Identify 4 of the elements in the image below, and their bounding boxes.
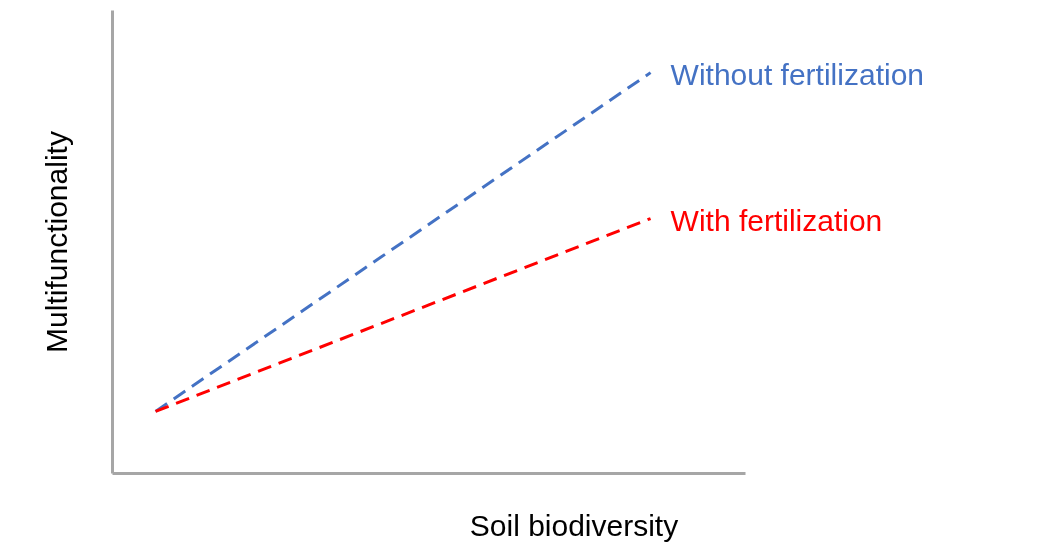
x-axis-title: Soil biodiversity: [469, 508, 679, 542]
y-axis-title: Multifunctionality: [39, 131, 73, 353]
series-label: Without fertilization: [670, 58, 924, 92]
series-label: With fertilization: [670, 204, 883, 238]
